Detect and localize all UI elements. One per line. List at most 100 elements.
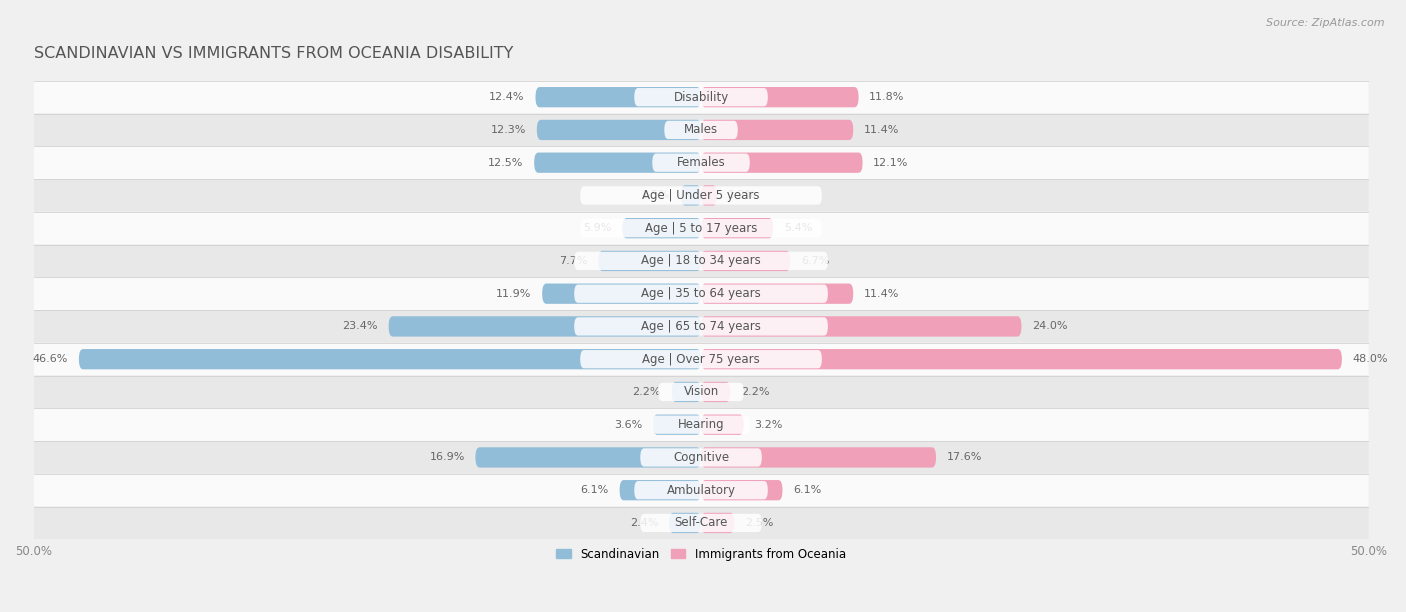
FancyBboxPatch shape [652, 416, 749, 434]
Text: 46.6%: 46.6% [32, 354, 69, 364]
FancyBboxPatch shape [388, 316, 702, 337]
Text: 16.9%: 16.9% [429, 452, 465, 463]
Text: Age | Under 5 years: Age | Under 5 years [643, 189, 759, 202]
FancyBboxPatch shape [34, 376, 1368, 408]
FancyBboxPatch shape [537, 120, 702, 140]
Text: 1.5%: 1.5% [643, 190, 671, 200]
FancyBboxPatch shape [702, 152, 863, 173]
Text: 3.6%: 3.6% [614, 420, 643, 430]
FancyBboxPatch shape [34, 245, 1368, 277]
FancyBboxPatch shape [702, 120, 853, 140]
Text: Age | 5 to 17 years: Age | 5 to 17 years [645, 222, 758, 234]
FancyBboxPatch shape [534, 152, 702, 173]
Text: 12.4%: 12.4% [489, 92, 524, 102]
FancyBboxPatch shape [34, 146, 1368, 179]
FancyBboxPatch shape [34, 212, 1368, 245]
FancyBboxPatch shape [623, 218, 702, 238]
FancyBboxPatch shape [658, 382, 744, 401]
Text: Cognitive: Cognitive [673, 451, 730, 464]
FancyBboxPatch shape [475, 447, 702, 468]
Text: 48.0%: 48.0% [1353, 354, 1388, 364]
FancyBboxPatch shape [702, 283, 853, 304]
Text: Disability: Disability [673, 91, 728, 103]
Text: Age | 18 to 34 years: Age | 18 to 34 years [641, 255, 761, 267]
Text: Ambulatory: Ambulatory [666, 483, 735, 497]
Text: 17.6%: 17.6% [946, 452, 981, 463]
FancyBboxPatch shape [702, 87, 859, 107]
Text: 11.8%: 11.8% [869, 92, 904, 102]
FancyBboxPatch shape [34, 507, 1368, 539]
FancyBboxPatch shape [634, 481, 768, 499]
Text: Hearing: Hearing [678, 418, 724, 431]
FancyBboxPatch shape [34, 81, 1368, 114]
FancyBboxPatch shape [702, 382, 730, 402]
Text: Age | 35 to 64 years: Age | 35 to 64 years [641, 287, 761, 300]
FancyBboxPatch shape [702, 480, 783, 501]
Text: 12.3%: 12.3% [491, 125, 526, 135]
Text: SCANDINAVIAN VS IMMIGRANTS FROM OCEANIA DISABILITY: SCANDINAVIAN VS IMMIGRANTS FROM OCEANIA … [34, 46, 513, 61]
Text: 5.4%: 5.4% [783, 223, 813, 233]
Text: 6.1%: 6.1% [793, 485, 821, 495]
Text: 6.7%: 6.7% [801, 256, 830, 266]
Text: 24.0%: 24.0% [1032, 321, 1067, 332]
FancyBboxPatch shape [34, 310, 1368, 343]
FancyBboxPatch shape [672, 382, 702, 402]
FancyBboxPatch shape [34, 277, 1368, 310]
FancyBboxPatch shape [640, 514, 762, 532]
FancyBboxPatch shape [664, 121, 738, 139]
FancyBboxPatch shape [640, 449, 762, 466]
FancyBboxPatch shape [681, 185, 702, 206]
Text: 12.5%: 12.5% [488, 158, 523, 168]
FancyBboxPatch shape [34, 343, 1368, 376]
Text: 1.2%: 1.2% [728, 190, 756, 200]
FancyBboxPatch shape [669, 513, 702, 533]
FancyBboxPatch shape [543, 283, 702, 304]
FancyBboxPatch shape [581, 350, 823, 368]
Text: 2.4%: 2.4% [630, 518, 658, 528]
Text: 11.4%: 11.4% [863, 289, 900, 299]
FancyBboxPatch shape [581, 219, 823, 237]
Text: 2.2%: 2.2% [741, 387, 769, 397]
FancyBboxPatch shape [702, 185, 717, 206]
Text: Age | 65 to 74 years: Age | 65 to 74 years [641, 320, 761, 333]
Text: 2.2%: 2.2% [633, 387, 661, 397]
FancyBboxPatch shape [702, 251, 790, 271]
FancyBboxPatch shape [34, 179, 1368, 212]
Text: Males: Males [683, 124, 718, 136]
Text: Females: Females [676, 156, 725, 169]
Text: Source: ZipAtlas.com: Source: ZipAtlas.com [1267, 18, 1385, 28]
FancyBboxPatch shape [574, 317, 828, 335]
Text: 23.4%: 23.4% [343, 321, 378, 332]
FancyBboxPatch shape [702, 349, 1341, 369]
Text: 12.1%: 12.1% [873, 158, 908, 168]
FancyBboxPatch shape [34, 114, 1368, 146]
Text: 11.4%: 11.4% [863, 125, 900, 135]
Text: Vision: Vision [683, 386, 718, 398]
FancyBboxPatch shape [702, 316, 1021, 337]
Text: 11.9%: 11.9% [496, 289, 531, 299]
FancyBboxPatch shape [581, 186, 823, 204]
FancyBboxPatch shape [702, 218, 773, 238]
Text: Age | Over 75 years: Age | Over 75 years [643, 353, 759, 366]
FancyBboxPatch shape [702, 513, 734, 533]
FancyBboxPatch shape [652, 414, 702, 435]
FancyBboxPatch shape [574, 252, 828, 270]
Text: 6.1%: 6.1% [581, 485, 609, 495]
FancyBboxPatch shape [652, 154, 749, 172]
FancyBboxPatch shape [79, 349, 702, 369]
FancyBboxPatch shape [702, 447, 936, 468]
FancyBboxPatch shape [34, 441, 1368, 474]
FancyBboxPatch shape [574, 285, 828, 303]
Text: 7.7%: 7.7% [560, 256, 588, 266]
Legend: Scandinavian, Immigrants from Oceania: Scandinavian, Immigrants from Oceania [551, 543, 851, 565]
Text: 3.2%: 3.2% [755, 420, 783, 430]
FancyBboxPatch shape [702, 414, 744, 435]
FancyBboxPatch shape [536, 87, 702, 107]
Text: Self-Care: Self-Care [675, 517, 728, 529]
FancyBboxPatch shape [598, 251, 702, 271]
FancyBboxPatch shape [620, 480, 702, 501]
FancyBboxPatch shape [34, 408, 1368, 441]
FancyBboxPatch shape [634, 88, 768, 106]
FancyBboxPatch shape [34, 474, 1368, 507]
Text: 5.9%: 5.9% [583, 223, 612, 233]
